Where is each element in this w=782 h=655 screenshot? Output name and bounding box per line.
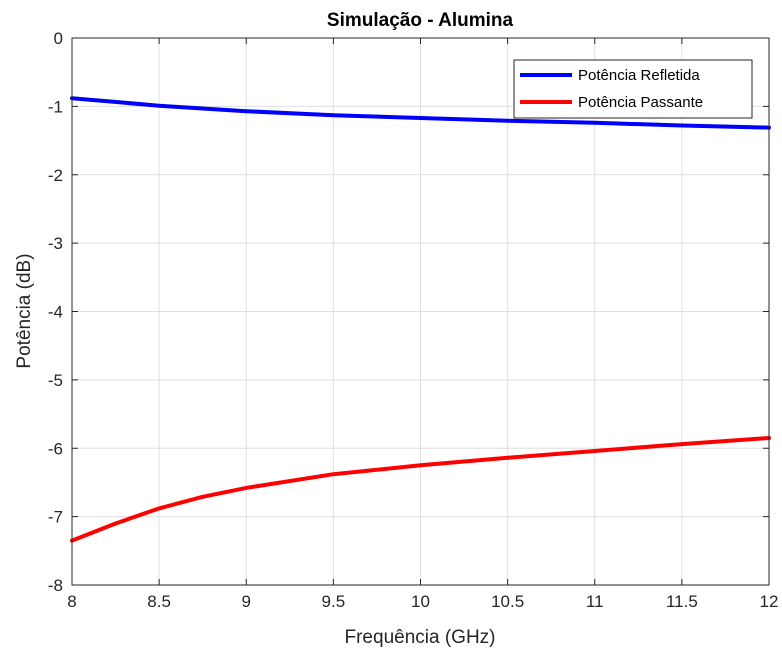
x-tick-label: 10.5 [491, 592, 524, 611]
legend: Potência Refletida Potência Passante [513, 59, 753, 119]
series-layer [70, 96, 771, 543]
y-tick-label: -1 [48, 97, 63, 116]
y-tick-label: -5 [48, 371, 63, 390]
legend-label-refletida: Potência Refletida [578, 67, 700, 84]
axis-ticks [71, 37, 770, 586]
x-tick-label: 12 [760, 592, 779, 611]
y-tick-label: -4 [48, 303, 63, 322]
y-tick-label: -8 [48, 576, 63, 595]
x-tick-label: 9 [242, 592, 251, 611]
x-tick-label: 11 [586, 592, 604, 611]
x-axis-tick-labels: 8 8.5 9 9.5 10 10.5 11 11.5 12 [67, 592, 778, 611]
y-tick-label: -3 [48, 234, 63, 253]
y-tick-label: -6 [48, 439, 63, 458]
y-tick-label: -2 [48, 166, 63, 185]
x-tick-label: 10 [411, 592, 430, 611]
x-tick-label: 8.5 [147, 592, 171, 611]
y-tick-label: 0 [54, 29, 63, 48]
y-axis-tick-labels: 0 -1 -2 -3 -4 -5 -6 -7 -8 [48, 29, 63, 595]
x-tick-label: 8 [67, 592, 76, 611]
x-tick-label: 11.5 [666, 592, 698, 611]
chart-title: Simulação - Alumina [327, 10, 514, 31]
x-tick-label: 9.5 [322, 592, 346, 611]
y-tick-label: -7 [48, 508, 63, 527]
legend-box [513, 59, 753, 119]
x-axis-label: Frequência (GHz) [345, 627, 496, 648]
series-line-1 [70, 436, 771, 543]
y-axis-label: Potência (dB) [14, 253, 35, 368]
series-line-0 [70, 96, 771, 130]
legend-label-passante: Potência Passante [578, 94, 703, 111]
